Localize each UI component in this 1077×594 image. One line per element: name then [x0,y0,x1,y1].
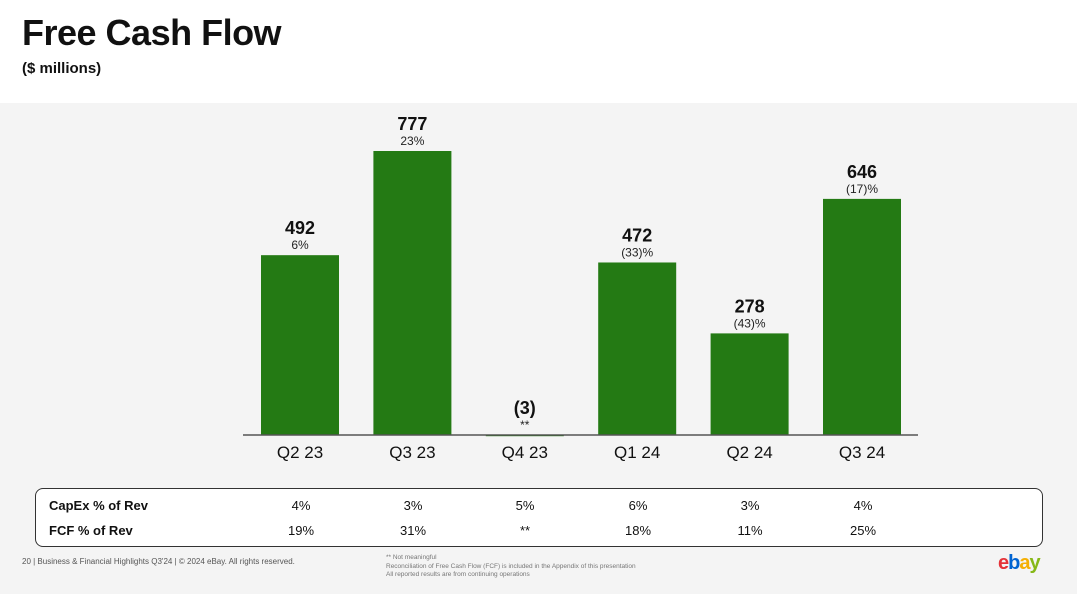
bar-3 [598,262,677,435]
table-row-fcf: FCF % of Rev 19% 31% ** 18% 11% 25% [36,523,1042,545]
value-label-2: (3) [514,398,536,418]
fcf-cell-q2-23: 19% [287,523,315,538]
growth-label-2: ** [520,418,530,432]
bar-1 [373,151,452,435]
value-label-5: 646 [847,162,877,182]
capex-cell-q3-23: 3% [403,498,423,513]
fcf-cell-q3-24: 25% [849,523,877,538]
growth-label-0: 6% [291,238,309,252]
metrics-table: CapEx % of Rev 4% 3% 5% 6% 3% 4% FCF % o… [35,488,1043,547]
growth-label-4: (43)% [734,316,766,330]
category-label-1: Q3 23 [389,443,435,462]
fcf-cell-q3-23: 31% [399,523,427,538]
category-label-2: Q4 23 [502,443,548,462]
bar-4 [710,333,789,435]
value-label-3: 472 [622,225,652,245]
row-label-capex: CapEx % of Rev [49,498,148,513]
footer-text: 20 | Business & Financial Highlights Q3'… [22,557,295,566]
category-label-4: Q2 24 [726,443,772,462]
footnote-not-meaningful: ** Not meaningful [386,554,437,561]
growth-label-5: (17)% [846,182,878,196]
category-label-5: Q3 24 [839,443,885,462]
fcf-cell-q2-24: 11% [737,523,763,538]
ebay-logo: ebay [998,552,1041,574]
chart-title: Free Cash Flow [22,12,282,53]
value-label-0: 492 [285,218,315,238]
footnote-reconciliation: Reconciliation of Free Cash Flow (FCF) i… [386,562,636,570]
growth-label-1: 23% [400,134,424,148]
footnotes: ** Not meaningful Reconciliation of Free… [386,554,636,580]
capex-cell-q1-24: 6% [628,498,648,513]
category-label-0: Q2 23 [277,443,323,462]
bar-0 [261,255,339,435]
capex-cell-q3-24: 4% [853,498,873,513]
capex-cell-q2-23: 4% [291,498,311,513]
row-label-fcf: FCF % of Rev [49,523,133,538]
chart-subtitle: ($ millions) [22,60,102,77]
value-label-4: 278 [735,296,765,316]
value-label-1: 777 [397,114,427,134]
category-label-3: Q1 24 [614,443,660,462]
growth-label-3: (33)% [621,245,653,259]
table-row-capex: CapEx % of Rev 4% 3% 5% 6% 3% 4% [36,498,1042,520]
capex-cell-q4-23: 5% [515,498,535,513]
capex-cell-q2-24: 3% [740,498,760,513]
bar-5 [823,198,901,435]
fcf-cell-q4-23: ** [519,523,531,538]
footnote-continuing-ops: All reported results are from continuing… [386,571,530,578]
fcf-cell-q1-24: 18% [624,523,652,538]
